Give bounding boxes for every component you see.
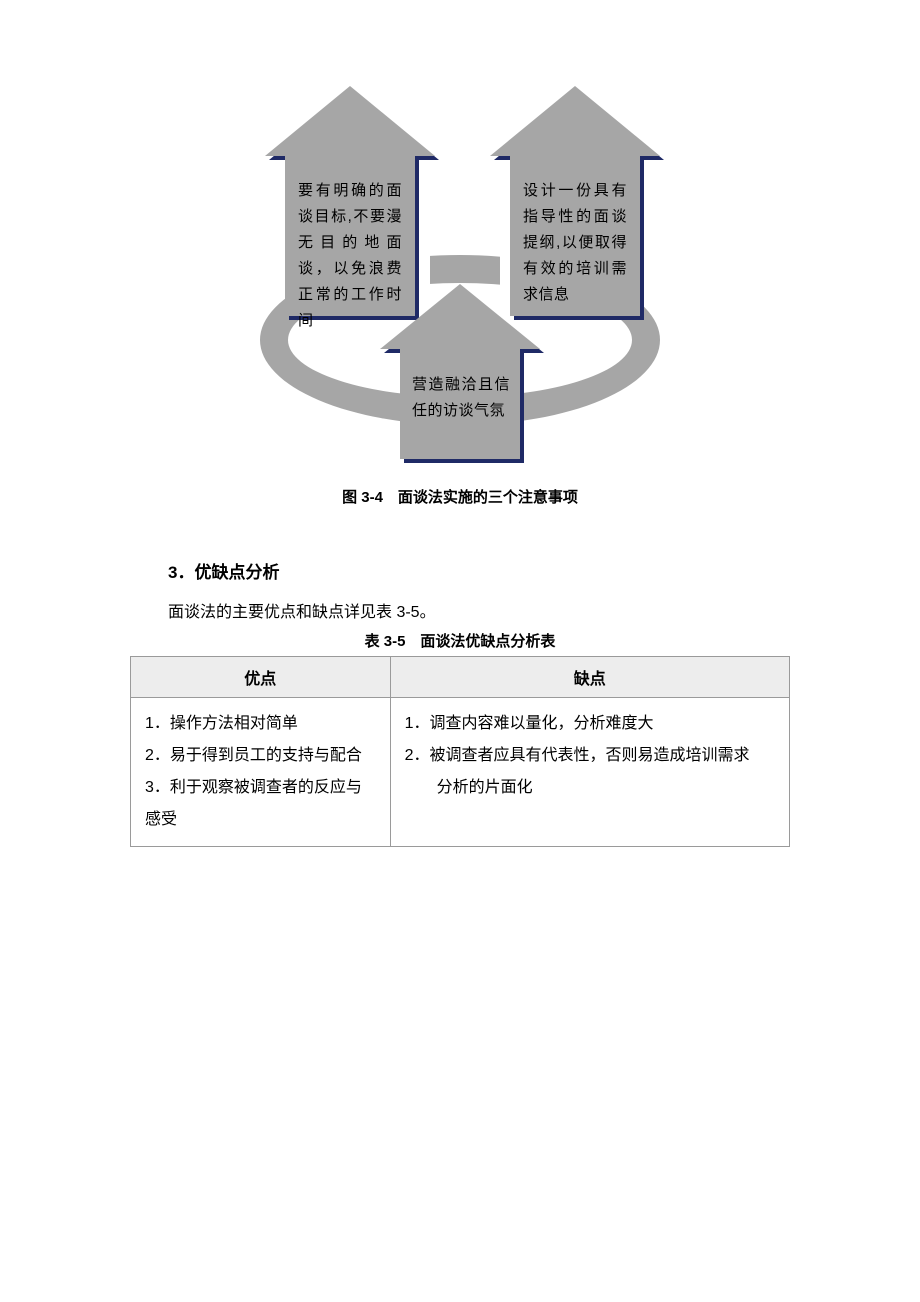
col-header-pros: 优点 xyxy=(131,657,391,698)
cell-cons: 1．调查内容难以量化，分析难度大 2．被调查者应具有代表性，否则易造成培训需求 … xyxy=(390,698,789,847)
arrow-right-head xyxy=(490,86,660,156)
table-header-row: 优点 缺点 xyxy=(131,657,790,698)
cons-line: 2．被调查者应具有代表性，否则易造成培训需求 xyxy=(405,740,775,772)
table-caption: 表 3-5 面谈法优缺点分析表 xyxy=(0,630,920,651)
pros-cons-table: 优点 缺点 1．操作方法相对简单 2．易于得到员工的支持与配合 3．利于观察被调… xyxy=(130,656,790,847)
cell-pros: 1．操作方法相对简单 2．易于得到员工的支持与配合 3．利于观察被调查者的反应与… xyxy=(131,698,391,847)
cons-line: 1．调查内容难以量化，分析难度大 xyxy=(405,708,775,740)
arrow-bottom-text: 营造融洽且信任的访谈气氛 xyxy=(412,372,510,424)
arrow-bottom-head xyxy=(380,284,540,349)
figure-caption: 图 3-4 面谈法实施的三个注意事项 xyxy=(0,486,920,507)
table-row: 1．操作方法相对简单 2．易于得到员工的支持与配合 3．利于观察被调查者的反应与… xyxy=(131,698,790,847)
arrow-left-head xyxy=(265,86,435,156)
diagram-figure: 要有明确的面谈目标,不要漫无目的地面谈，以免浪费正常的工作时间 设计一份具有指导… xyxy=(0,60,920,480)
section-heading: 3．优缺点分析 xyxy=(168,558,279,583)
pros-line: 3．利于观察被调查者的反应与感受 xyxy=(145,772,376,836)
col-header-cons: 缺点 xyxy=(390,657,789,698)
cons-line: 分析的片面化 xyxy=(405,772,775,804)
pros-line: 2．易于得到员工的支持与配合 xyxy=(145,740,376,772)
pros-line: 1．操作方法相对简单 xyxy=(145,708,376,740)
section-body: 面谈法的主要优点和缺点详见表 3-5。 xyxy=(168,598,436,622)
